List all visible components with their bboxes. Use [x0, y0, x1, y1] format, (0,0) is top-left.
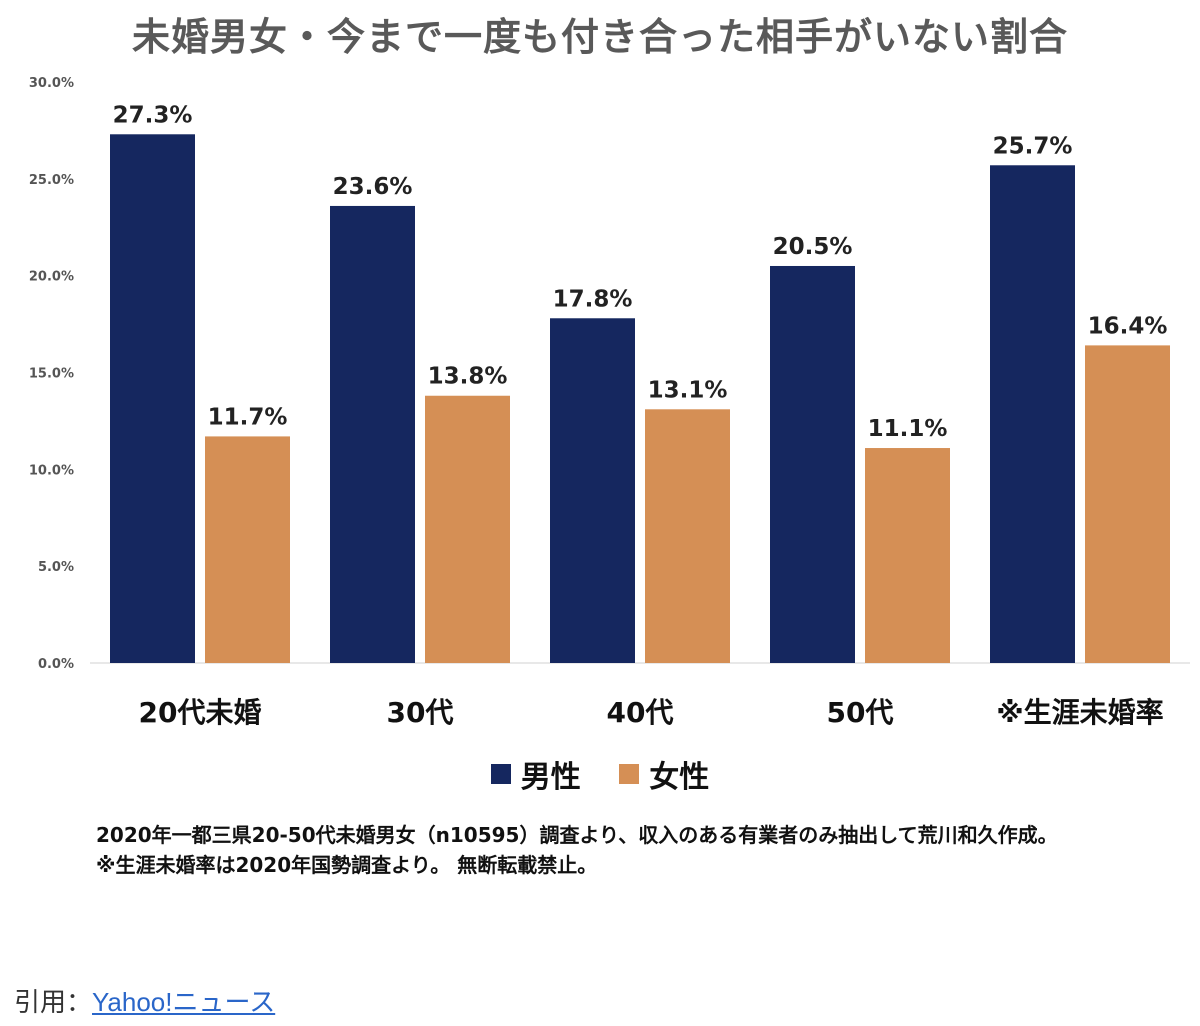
- data-label: 17.8%: [553, 286, 633, 312]
- bar-female: [645, 409, 730, 663]
- data-label: 13.8%: [428, 364, 508, 390]
- bar-male: [110, 134, 195, 664]
- y-tick-label: 5.0%: [38, 560, 74, 575]
- data-label: 23.6%: [333, 174, 413, 200]
- bar-female: [205, 436, 290, 663]
- data-label: 13.1%: [648, 377, 728, 403]
- y-tick-label: 30.0%: [29, 76, 74, 91]
- bar-male: [770, 265, 855, 663]
- source-note-line-2: ※生涯未婚率は2020年国勢調査より。 無断転載禁止。: [96, 853, 598, 877]
- legend-label-male: 男性: [520, 760, 581, 795]
- data-label: 16.4%: [1088, 313, 1168, 339]
- x-tick-label: 20代未婚: [139, 696, 262, 729]
- citation-prefix: 引用：: [14, 987, 93, 1017]
- x-tick-label: 40代: [607, 696, 674, 729]
- y-tick-label: 0.0%: [38, 657, 74, 672]
- legend-item-male: 男性: [490, 752, 581, 796]
- legend-swatch-female: [619, 764, 640, 784]
- legend: 男性 女性: [0, 752, 1200, 796]
- data-label: 11.7%: [208, 404, 288, 430]
- data-label: 27.3%: [113, 102, 193, 128]
- chart-title: 未婚男女・今まで一度も付き合った相手がいない割合: [131, 15, 1068, 59]
- y-tick-label: 10.0%: [29, 463, 74, 478]
- bar-chart: 0.0% 5.0% 10.0% 15.0% 20.0% 25.0% 30.0% 27.3% 11…: [29, 76, 1190, 729]
- data-label: 11.1%: [868, 416, 948, 442]
- x-tick-label: 50代: [827, 696, 894, 729]
- citation-link[interactable]: Yahoo!ニュース: [92, 987, 276, 1017]
- bar-male: [990, 165, 1075, 663]
- legend-label-female: 女性: [649, 760, 710, 795]
- bar-male: [330, 205, 415, 664]
- citation: 引用：Yahoo!ニュース: [14, 982, 275, 1019]
- bar-female: [1085, 345, 1170, 663]
- source-note: 2020年一都三県20-50代未婚男女（n10595）調査より、収入のある有業者…: [96, 820, 1058, 880]
- x-tick-label: ※生涯未婚率: [996, 696, 1163, 729]
- chart-area: 未婚男女・今まで一度も付き合った相手がいない割合 0.0% 5.0% 10.0% 15…: [0, 15, 1200, 880]
- x-tick-label: 30代: [387, 696, 454, 729]
- source-note-line-1: 2020年一都三県20-50代未婚男女（n10595）調査より、収入のある有業者…: [96, 823, 1058, 847]
- legend-swatch-male: [490, 764, 511, 784]
- bar-male: [550, 318, 635, 663]
- bar-female: [865, 448, 950, 663]
- data-label: 20.5%: [773, 234, 853, 260]
- data-label: 25.7%: [993, 133, 1073, 159]
- bar-female: [425, 395, 510, 663]
- legend-item-female: 女性: [619, 752, 709, 796]
- y-tick-label: 20.0%: [29, 270, 74, 285]
- y-tick-label: 15.0%: [29, 367, 74, 382]
- y-tick-label: 25.0%: [29, 173, 74, 188]
